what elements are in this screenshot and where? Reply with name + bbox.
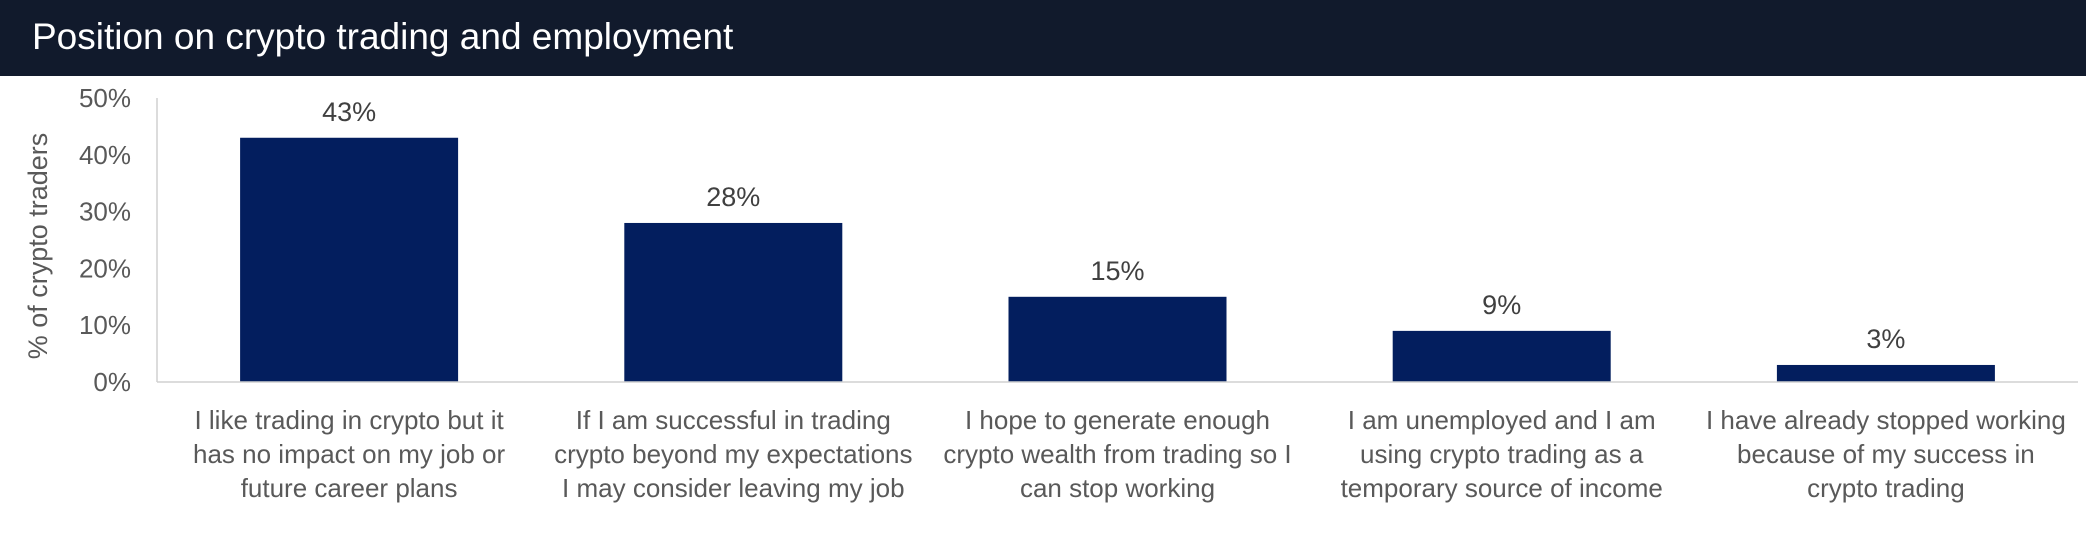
- data-labels: 43% 28% 15% 9% 3%: [322, 97, 1905, 354]
- category-labels: I like trading in crypto but it has no im…: [193, 405, 2066, 503]
- y-tick-label: 50%: [79, 83, 131, 113]
- y-axis-title: % of crypto traders: [23, 133, 53, 360]
- y-tick-label: 0%: [93, 367, 131, 397]
- bar-data-label: 9%: [1482, 290, 1521, 320]
- category-label: I have already stopped working because of…: [1706, 405, 2066, 503]
- title-bar: Position on crypto trading and employmen…: [0, 0, 2086, 76]
- y-tick-label: 30%: [79, 197, 131, 227]
- bar-data-label: 28%: [706, 182, 760, 212]
- bar: [624, 222, 843, 382]
- bar: [1008, 296, 1227, 382]
- category-label: If I am successful in trading crypto beyo…: [554, 405, 912, 503]
- category-label: I am unemployed and I am using crypto tra…: [1341, 405, 1663, 503]
- category-label: I hope to generate enough crypto wealth f…: [943, 405, 1291, 503]
- bars: [240, 137, 1995, 382]
- category-label: I like trading in crypto but it has no im…: [193, 405, 505, 503]
- y-tick-label: 40%: [79, 140, 131, 170]
- bar-data-label: 15%: [1090, 256, 1144, 286]
- chart-title: Position on crypto trading and employmen…: [32, 16, 734, 57]
- y-axis-ticks: 0% 10% 20% 30% 40% 50%: [79, 83, 131, 397]
- y-tick-label: 10%: [79, 310, 131, 340]
- bar-data-label: 43%: [322, 97, 376, 127]
- bar: [1776, 364, 1995, 382]
- y-tick-label: 20%: [79, 253, 131, 283]
- bar: [1392, 330, 1611, 382]
- bar: [240, 137, 459, 382]
- bar-data-label: 3%: [1866, 324, 1905, 354]
